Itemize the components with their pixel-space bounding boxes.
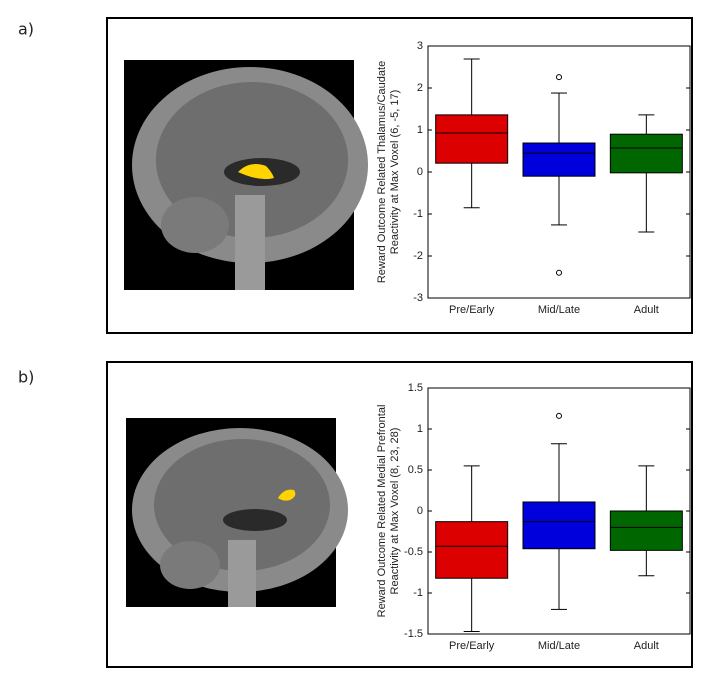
box [435,114,509,164]
y-tick-label: 2 [417,82,423,94]
y-axis-label: Reactivity at Max Voxel (6, -5, 17) [389,90,401,254]
y-tick-label: -1 [413,208,423,220]
x-tick-label: Pre/Early [449,304,495,316]
y-tick-label: -1 [413,587,423,599]
y-tick-label: 0 [417,505,423,517]
y-tick-label: -2 [413,250,423,262]
y-tick-label: 1 [417,124,423,136]
box [609,510,683,551]
y-tick-label: -0.5 [404,546,423,558]
y-axis-label: Reward Outcome Related Medial Prefrontal [376,405,388,618]
outlier [556,412,562,419]
box [522,501,596,550]
y-tick-label: 1.5 [408,382,423,394]
x-tick-label: Adult [634,640,659,652]
y-tick-label: 3 [417,40,423,52]
box [522,142,596,177]
panel-frame [106,361,693,668]
panel-label: b) [18,368,34,387]
y-tick-label: -1.5 [404,628,423,640]
y-axis-label: Reactivity at Max Voxel (8, 23, 28) [389,428,401,595]
y-tick-label: -3 [413,292,423,304]
x-tick-label: Pre/Early [449,640,495,652]
y-tick-label: 0.5 [408,464,423,476]
box [435,521,509,579]
brain-image [126,418,348,607]
x-tick-label: Adult [634,304,659,316]
outlier [556,74,562,81]
brain-image [124,60,368,290]
outlier [556,269,562,276]
y-tick-label: 0 [417,166,423,178]
y-axis-label: Reward Outcome Related Thalamus/Caudate [376,61,388,283]
panel-frame [106,17,693,334]
y-tick-label: 1 [417,423,423,435]
panel-label: a) [18,20,34,39]
x-tick-label: Mid/Late [538,640,580,652]
x-tick-label: Mid/Late [538,304,580,316]
box [609,133,683,174]
